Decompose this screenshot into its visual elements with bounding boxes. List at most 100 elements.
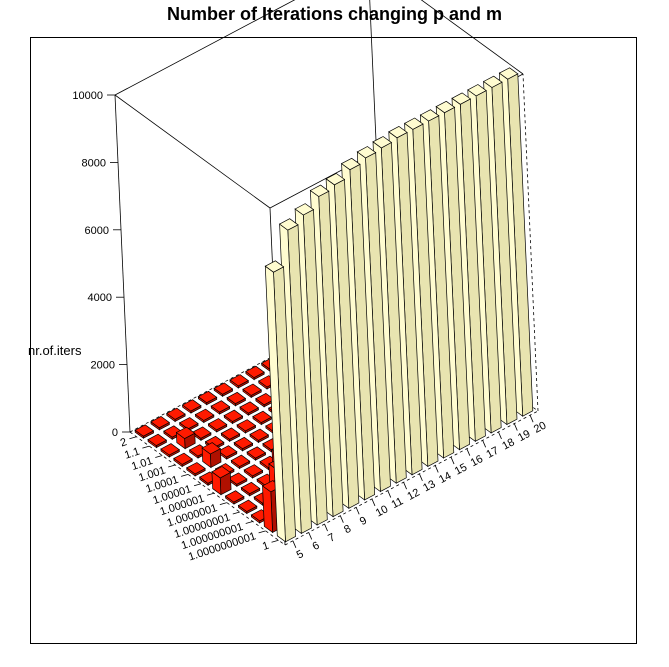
bar-top bbox=[249, 428, 270, 441]
m-tick bbox=[339, 515, 344, 523]
p-tick bbox=[181, 473, 189, 477]
m-tick bbox=[450, 456, 455, 465]
bars bbox=[134, 67, 534, 543]
z-axis-label: nr.of.iters bbox=[28, 343, 82, 358]
bar bbox=[255, 392, 275, 408]
bar-front bbox=[262, 485, 273, 534]
bar-top bbox=[186, 462, 206, 475]
p-tick-label: 1 bbox=[261, 540, 271, 553]
m-tick bbox=[292, 540, 297, 548]
bar bbox=[201, 442, 222, 469]
m-tick bbox=[419, 473, 423, 481]
bar-top bbox=[372, 136, 393, 149]
bar bbox=[233, 436, 254, 452]
bar bbox=[226, 391, 247, 407]
bar-top bbox=[217, 445, 238, 458]
z-tick-label: 0 bbox=[112, 427, 118, 439]
bar-top bbox=[243, 464, 264, 477]
m-tick-label: 17 bbox=[484, 445, 500, 461]
bar bbox=[252, 410, 272, 426]
bar-top bbox=[197, 390, 218, 404]
bar-top bbox=[224, 490, 245, 503]
bar bbox=[186, 462, 206, 477]
bar-top bbox=[210, 400, 231, 413]
bar-top bbox=[242, 383, 262, 396]
bar-top bbox=[181, 399, 202, 412]
bar bbox=[224, 490, 245, 505]
m-tick bbox=[371, 498, 376, 507]
bar bbox=[150, 415, 170, 431]
p-tick bbox=[168, 464, 176, 468]
bar bbox=[134, 424, 155, 439]
bar-top bbox=[278, 218, 299, 231]
bar bbox=[246, 446, 267, 461]
bar-top bbox=[220, 427, 241, 440]
bar-top bbox=[229, 374, 249, 387]
m-tick-label: 5 bbox=[295, 548, 306, 561]
box-edge bbox=[129, 431, 286, 546]
box-edge-hidden bbox=[522, 73, 539, 412]
m-tick bbox=[466, 448, 471, 456]
bar bbox=[166, 407, 186, 423]
bar bbox=[237, 499, 258, 515]
bar-top bbox=[237, 499, 258, 512]
bar-top bbox=[223, 409, 244, 422]
bar bbox=[242, 383, 262, 399]
bar bbox=[207, 418, 228, 433]
bar-top bbox=[264, 260, 285, 273]
m-tick-label: 20 bbox=[532, 419, 548, 435]
bar-top bbox=[191, 426, 212, 439]
p-tick bbox=[219, 502, 227, 506]
bar bbox=[173, 452, 193, 468]
m-tick bbox=[482, 440, 487, 448]
bar-top bbox=[498, 67, 519, 80]
p-tick bbox=[142, 445, 150, 449]
bar-top bbox=[356, 146, 377, 159]
plot-frame bbox=[30, 37, 637, 644]
bar-top bbox=[227, 472, 248, 485]
bar bbox=[243, 464, 264, 479]
p-tick bbox=[206, 492, 215, 496]
p-tick bbox=[155, 455, 163, 458]
z-tick-label: 2000 bbox=[91, 360, 115, 372]
bar-top bbox=[134, 424, 155, 437]
bar-top bbox=[245, 365, 265, 379]
m-tick bbox=[513, 423, 518, 431]
m-tick-label: 11 bbox=[390, 495, 406, 511]
m-tick-label: 14 bbox=[437, 470, 453, 486]
bar-top bbox=[150, 415, 170, 429]
m-tick-label: 15 bbox=[453, 461, 469, 477]
m-tick bbox=[308, 532, 313, 540]
p-axis: 21.11.011.0011.00011.000011.0000011.0000… bbox=[119, 436, 279, 563]
bar-top bbox=[178, 417, 199, 430]
bar-top bbox=[230, 454, 251, 467]
m-tick bbox=[387, 490, 392, 498]
box-edge bbox=[114, 94, 271, 209]
bar-top bbox=[325, 172, 346, 186]
bar-top bbox=[147, 433, 168, 447]
m-tick bbox=[498, 431, 502, 440]
box-edge bbox=[114, 94, 131, 433]
bar-top bbox=[451, 92, 472, 105]
bar bbox=[220, 427, 241, 443]
bar-top bbox=[388, 125, 408, 139]
z-tick-label: 10000 bbox=[72, 90, 103, 102]
m-tick bbox=[529, 415, 534, 423]
p-tick bbox=[232, 511, 240, 515]
bar-top bbox=[175, 426, 196, 440]
m-tick-label: 8 bbox=[342, 523, 353, 536]
bar-top bbox=[194, 408, 215, 421]
bar-top bbox=[236, 419, 257, 432]
bar bbox=[191, 426, 212, 442]
bar-top bbox=[160, 443, 180, 456]
bar-top bbox=[239, 401, 260, 414]
bar-top bbox=[482, 75, 503, 88]
bar bbox=[181, 399, 202, 414]
m-tick-label: 6 bbox=[310, 540, 321, 553]
bar bbox=[245, 365, 265, 381]
m-tick bbox=[434, 465, 439, 473]
m-tick-label: 9 bbox=[358, 514, 369, 527]
p-tick bbox=[193, 483, 202, 487]
bar bbox=[230, 454, 251, 470]
